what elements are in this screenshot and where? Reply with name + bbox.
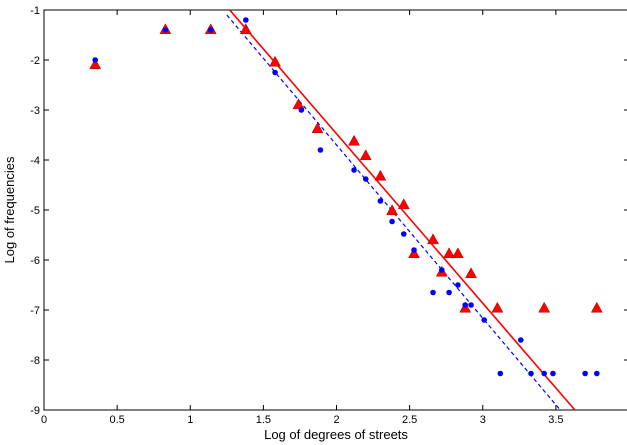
- y-tick-label: -3: [30, 105, 40, 117]
- data-point-dot: [594, 370, 600, 377]
- data-point-dot: [550, 370, 556, 377]
- y-tick-label: -4: [30, 155, 40, 167]
- x-tick-label: 3.5: [548, 414, 563, 426]
- x-tick-label: 1.5: [256, 414, 271, 426]
- data-point-triangle: [374, 169, 387, 181]
- data-point-dot: [243, 17, 249, 23]
- plot-area: [43, 9, 627, 411]
- data-point-dot: [207, 27, 214, 33]
- data-point-dot: [362, 176, 369, 182]
- data-point-dot: [517, 337, 524, 343]
- data-point-dot: [446, 289, 452, 296]
- data-point-triangle: [292, 98, 305, 110]
- data-point-dot: [582, 370, 588, 377]
- y-axis-ticks: -9 -8 -7 -6 -5 -4 -3 -2 -1: [30, 5, 627, 417]
- x-axis-title: Log of degrees of streets: [264, 427, 408, 442]
- data-point-dot: [400, 231, 407, 237]
- data-point-dot: [439, 267, 445, 273]
- data-point-dot: [351, 167, 357, 173]
- data-point-triangle: [465, 267, 477, 279]
- y-tick-label: -5: [30, 205, 40, 217]
- fit-line-dashed: [226, 14, 561, 411]
- x-tick-label: 0: [41, 414, 47, 426]
- y-tick-label: -9: [30, 405, 40, 417]
- y-tick-label: -2: [30, 55, 40, 67]
- data-point-triangle: [89, 58, 102, 70]
- y-tick-label: -7: [30, 305, 40, 317]
- fit-line-solid: [229, 9, 576, 411]
- data-point-triangle: [491, 301, 504, 313]
- data-point-dot: [411, 247, 417, 253]
- y-tick-label: -8: [30, 355, 40, 367]
- data-markers: [89, 17, 603, 377]
- y-tick-label: -1: [30, 5, 40, 17]
- x-axis-ticks: 0 0.5 1 1.5 2 2.5 3 3.5: [41, 10, 564, 426]
- data-point-triangle: [239, 23, 252, 35]
- data-point-dot: [389, 218, 395, 225]
- data-point-triangle: [397, 198, 410, 210]
- data-point-triangle: [590, 301, 603, 313]
- data-point-dot: [497, 370, 504, 377]
- data-point-dot: [528, 370, 534, 377]
- x-tick-label: 0.5: [109, 414, 124, 426]
- x-tick-label: 1: [187, 414, 193, 426]
- data-point-triangle: [269, 55, 281, 67]
- data-point-triangle: [386, 204, 398, 216]
- data-point-dot: [317, 147, 324, 153]
- data-point-triangle: [538, 301, 551, 313]
- data-point-triangle: [359, 149, 372, 161]
- data-point-dot: [377, 198, 384, 204]
- data-point-dot: [162, 27, 169, 33]
- data-point-dot: [92, 57, 98, 63]
- data-point-dot: [455, 282, 461, 288]
- x-tick-label: 2: [333, 414, 339, 426]
- data-point-triangle: [451, 247, 464, 259]
- data-point-dot: [298, 107, 305, 113]
- data-point-dot: [272, 69, 278, 76]
- fit-lines: [226, 9, 576, 411]
- data-point-dot: [468, 302, 474, 308]
- data-point-triangle: [427, 233, 439, 245]
- data-point-triangle: [348, 134, 360, 146]
- data-point-dot: [541, 370, 547, 377]
- y-tick-label: -6: [30, 255, 40, 267]
- data-point-dot: [481, 317, 488, 323]
- x-tick-label: 3: [480, 414, 486, 426]
- x-tick-label: 2.5: [402, 414, 417, 426]
- data-point-dot: [430, 289, 436, 296]
- data-point-dot: [462, 302, 469, 308]
- y-axis-title: Log of frequencies: [2, 156, 17, 263]
- data-point-triangle: [443, 247, 456, 259]
- data-point-triangle: [311, 122, 324, 134]
